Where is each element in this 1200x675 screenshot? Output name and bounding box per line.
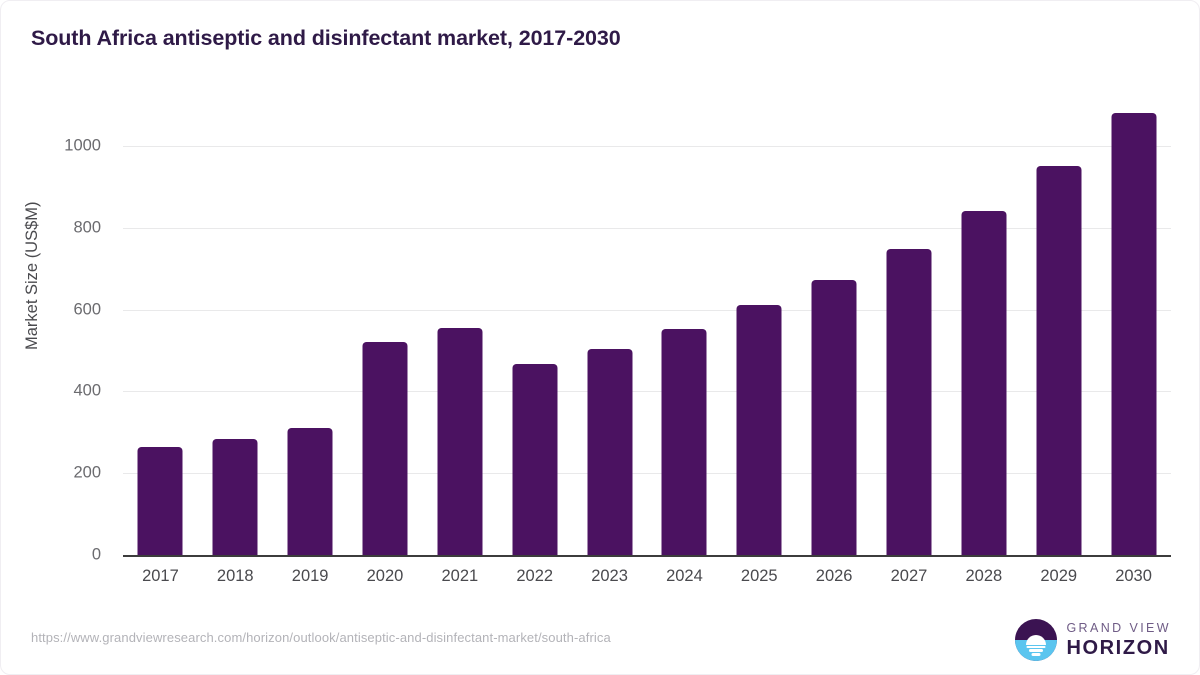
logo-ray-2: [1029, 649, 1044, 652]
page-title: South Africa antiseptic and disinfectant…: [31, 26, 621, 50]
x-axis-tick-label: 2020: [366, 567, 404, 585]
horizon-sun-icon: [1015, 619, 1058, 661]
logo-ray-3: [1031, 653, 1041, 656]
x-axis-tick-label: 2029: [1040, 567, 1078, 585]
x-axis-tick-label: 2025: [740, 567, 778, 585]
bar[interactable]: [587, 348, 633, 555]
bar[interactable]: [1036, 166, 1082, 555]
gridline: [123, 227, 1171, 229]
bar[interactable]: [287, 427, 333, 555]
gridline: [123, 309, 1171, 311]
bar-group[interactable]: [422, 105, 497, 555]
y-axis-tick-label: 0: [91, 545, 101, 564]
x-axis-tick-label: 2017: [142, 567, 179, 585]
bar-group[interactable]: [722, 105, 797, 555]
x-axis-tick-label: 2021: [441, 567, 479, 585]
x-axis-tick-label: 2026: [815, 567, 853, 585]
bar[interactable]: [811, 279, 857, 555]
y-axis-tick-label: 600: [73, 300, 101, 319]
x-axis-tick-label: 2019: [291, 567, 329, 585]
bar-group[interactable]: [572, 105, 647, 555]
gridline: [123, 391, 1171, 393]
x-axis-tick-label: 2027: [890, 567, 928, 585]
x-axis-tick-label: 2024: [666, 567, 703, 585]
bar-group[interactable]: [198, 105, 273, 555]
source-url[interactable]: https://www.grandviewresearch.com/horizo…: [31, 630, 611, 645]
bar[interactable]: [736, 305, 782, 555]
plot-area: [123, 105, 1171, 556]
logo-grand-view-text: GRAND VIEW: [1066, 620, 1171, 635]
bar[interactable]: [961, 210, 1007, 555]
bar[interactable]: [437, 328, 483, 555]
bar-series: [123, 105, 1171, 555]
bar-group[interactable]: [497, 105, 572, 555]
bar[interactable]: [137, 447, 183, 555]
logo-sun-dome: [1026, 635, 1047, 646]
bar-group[interactable]: [797, 105, 872, 555]
gridlines: [123, 105, 1171, 556]
x-axis-tick-label: 2023: [591, 567, 628, 585]
y-axis-title: Market Size (US$M): [23, 201, 41, 350]
bar[interactable]: [212, 439, 258, 555]
y-axis-tick-label: 800: [73, 218, 101, 237]
bar-group[interactable]: [123, 105, 198, 555]
bar-group[interactable]: [273, 105, 348, 555]
y-axis-tick-label: 1000: [64, 136, 101, 155]
bar-group[interactable]: [348, 105, 423, 555]
logo-ray-1: [1026, 645, 1046, 648]
logo-wordmark: GRAND VIEW HORIZON: [1066, 622, 1171, 659]
logo-horizon-text: HORIZON: [1066, 637, 1170, 660]
x-axis-tick-label: 2028: [965, 567, 1003, 585]
bar[interactable]: [886, 249, 932, 555]
x-axis-tick-label: 2022: [516, 567, 554, 585]
gridline: [123, 473, 1171, 475]
bar[interactable]: [512, 364, 558, 555]
bar[interactable]: [1111, 113, 1157, 555]
bar[interactable]: [362, 341, 408, 555]
grand-view-horizon-logo: GRAND VIEW HORIZON: [1015, 619, 1171, 661]
y-axis-tick-label: 200: [73, 463, 101, 482]
bar[interactable]: [661, 329, 707, 555]
bar-group[interactable]: [647, 105, 722, 555]
bar-group[interactable]: [946, 105, 1021, 555]
x-axis-tick-label: 2030: [1115, 567, 1152, 585]
bar-group[interactable]: [1096, 105, 1171, 555]
bar-group[interactable]: [872, 105, 947, 555]
gridline: [123, 145, 1171, 147]
bar-group[interactable]: [1021, 105, 1096, 555]
x-axis-line: [123, 555, 1171, 557]
y-axis-tick-label: 400: [73, 381, 101, 400]
x-axis-tick-label: 2018: [216, 567, 254, 585]
